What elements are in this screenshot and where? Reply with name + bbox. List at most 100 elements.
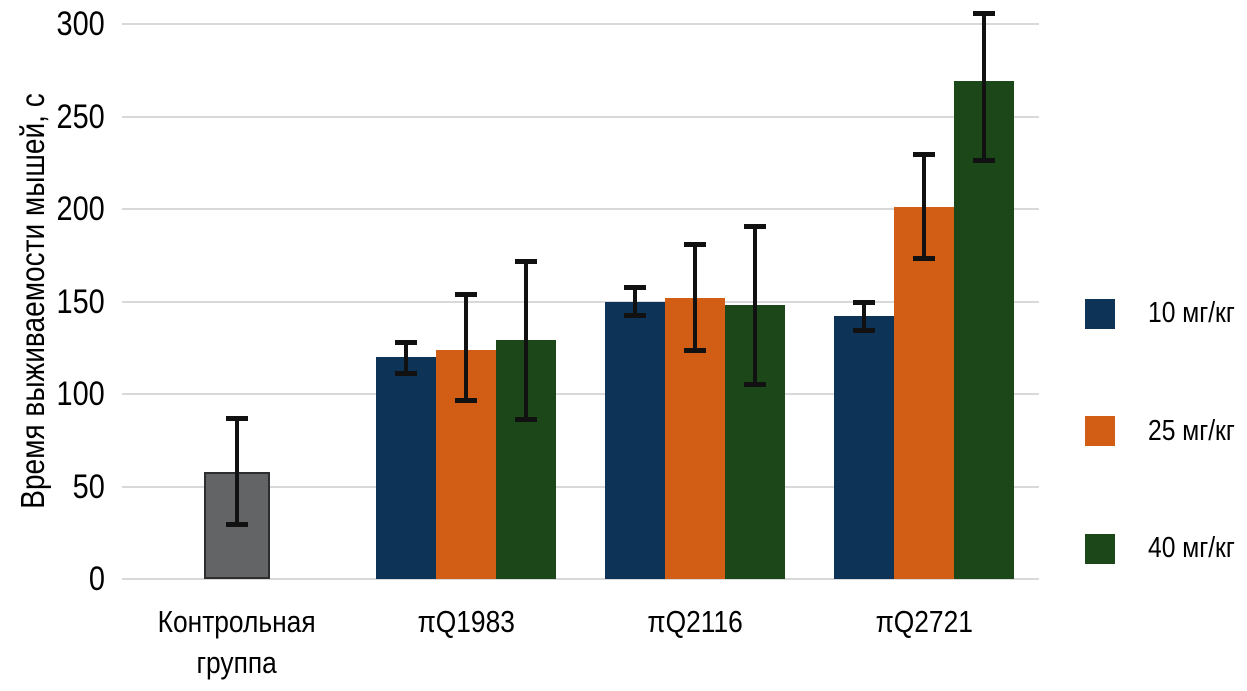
bar	[203, 24, 270, 579]
error-bar-cap-top	[454, 292, 477, 298]
y-tick-label: 300	[0, 7, 105, 41]
error-bar-line	[633, 284, 638, 319]
bar	[495, 24, 556, 579]
error-bar	[394, 340, 417, 376]
x-category-label-text: Контрольная группа	[157, 604, 316, 680]
bar	[954, 11, 1015, 579]
y-tick-label: 100	[0, 377, 105, 411]
x-category-label: πQ2721	[810, 601, 1039, 642]
error-bar	[913, 151, 936, 261]
error-bar	[624, 284, 647, 319]
legend-label-text: 10 мг/кг	[1148, 297, 1235, 329]
error-bar	[853, 299, 876, 333]
error-bar	[973, 11, 996, 163]
error-bar	[514, 258, 537, 422]
bar-group	[810, 11, 1039, 579]
y-tick-label: 250	[0, 100, 105, 134]
error-bar-cap-bottom	[744, 381, 767, 387]
error-bar-cap-top	[744, 223, 767, 229]
error-bar	[744, 223, 767, 387]
error-bar-cap-bottom	[394, 370, 417, 376]
error-bar	[225, 416, 248, 528]
error-bar-cap-top	[394, 340, 417, 346]
legend-label-text: 25 мг/кг	[1148, 414, 1235, 447]
error-bar-cap-bottom	[853, 327, 876, 333]
x-category-label: πQ1983	[351, 601, 580, 642]
y-tick-label: 150	[0, 285, 105, 319]
y-tick-label: 200	[0, 192, 105, 226]
error-bar-line	[982, 11, 987, 163]
error-bar-cap-bottom	[913, 255, 936, 261]
legend-item: 10 мг/кг	[1085, 297, 1247, 330]
error-bar-line	[403, 340, 408, 376]
x-category-label: πQ2116	[581, 601, 810, 642]
bar	[725, 24, 786, 579]
error-bar	[684, 242, 707, 354]
gridline	[122, 485, 1039, 488]
y-tick-label: 50	[0, 470, 105, 504]
gridline	[122, 578, 1039, 580]
y-tick-label: 0	[0, 562, 105, 596]
error-bar	[454, 292, 477, 404]
bar	[435, 24, 496, 579]
bar	[834, 24, 895, 579]
y-tick-label-text: 300	[56, 5, 105, 43]
error-bar-cap-bottom	[973, 157, 996, 163]
error-bar-line	[862, 299, 867, 333]
bar-group	[351, 24, 580, 579]
plot-area	[122, 11, 1039, 580]
bar-fill	[375, 357, 436, 579]
error-bar-cap-bottom	[454, 398, 477, 404]
x-category-label-text: πQ2116	[647, 604, 743, 639]
error-bar-cap-top	[913, 151, 936, 157]
legend-label: 10 мг/кг	[1148, 297, 1247, 330]
bar	[894, 24, 955, 579]
legend-label-text: 40 мг/кг	[1148, 532, 1235, 564]
legend-label: 25 мг/кг	[1148, 415, 1247, 448]
x-category-label-text: πQ1983	[417, 604, 515, 639]
gridline	[122, 300, 1039, 303]
error-bar-line	[922, 151, 927, 261]
error-bar-line	[693, 242, 698, 354]
error-bar-cap-top	[853, 299, 876, 305]
error-bar-cap-top	[225, 416, 248, 422]
error-bar-line	[523, 258, 528, 422]
bar	[665, 24, 726, 579]
legend-item: 40 мг/кг	[1085, 532, 1247, 565]
error-bar-line	[234, 416, 239, 528]
error-bar-cap-top	[624, 284, 647, 290]
error-bar-cap-bottom	[225, 522, 248, 528]
bar-fill	[605, 301, 666, 579]
y-tick-label-text: 200	[56, 190, 105, 228]
x-category-label-text: πQ2721	[875, 604, 974, 639]
gridline	[122, 23, 1039, 25]
error-bar-cap-bottom	[684, 348, 707, 354]
legend-item: 25 мг/кг	[1085, 415, 1247, 448]
bar-fill	[834, 316, 895, 579]
bar	[605, 24, 666, 579]
bar-fill	[954, 81, 1015, 579]
legend-swatch	[1085, 416, 1115, 446]
y-tick-label-text: 0	[88, 560, 105, 598]
y-tick-label-text: 100	[56, 375, 105, 413]
legend-swatch	[1085, 533, 1115, 564]
bar-group	[581, 24, 810, 579]
bar-fill	[894, 207, 955, 579]
error-bar-cap-top	[684, 242, 707, 248]
y-tick-label-text: 50	[72, 467, 105, 506]
error-bar-cap-bottom	[514, 416, 537, 422]
x-category-label: Контрольная группа	[122, 601, 351, 683]
y-tick-label-text: 250	[56, 97, 105, 136]
gridline	[122, 208, 1039, 210]
gridline	[122, 115, 1039, 118]
error-bar-cap-bottom	[624, 313, 647, 319]
error-bar-cap-top	[973, 11, 996, 17]
y-tick-label-text: 150	[56, 282, 105, 321]
error-bar-line	[463, 292, 468, 404]
error-bar-line	[753, 223, 758, 387]
error-bar-cap-top	[514, 258, 537, 264]
legend-label: 40 мг/кг	[1148, 532, 1247, 565]
bar-group	[122, 24, 351, 579]
gridline	[122, 393, 1039, 395]
